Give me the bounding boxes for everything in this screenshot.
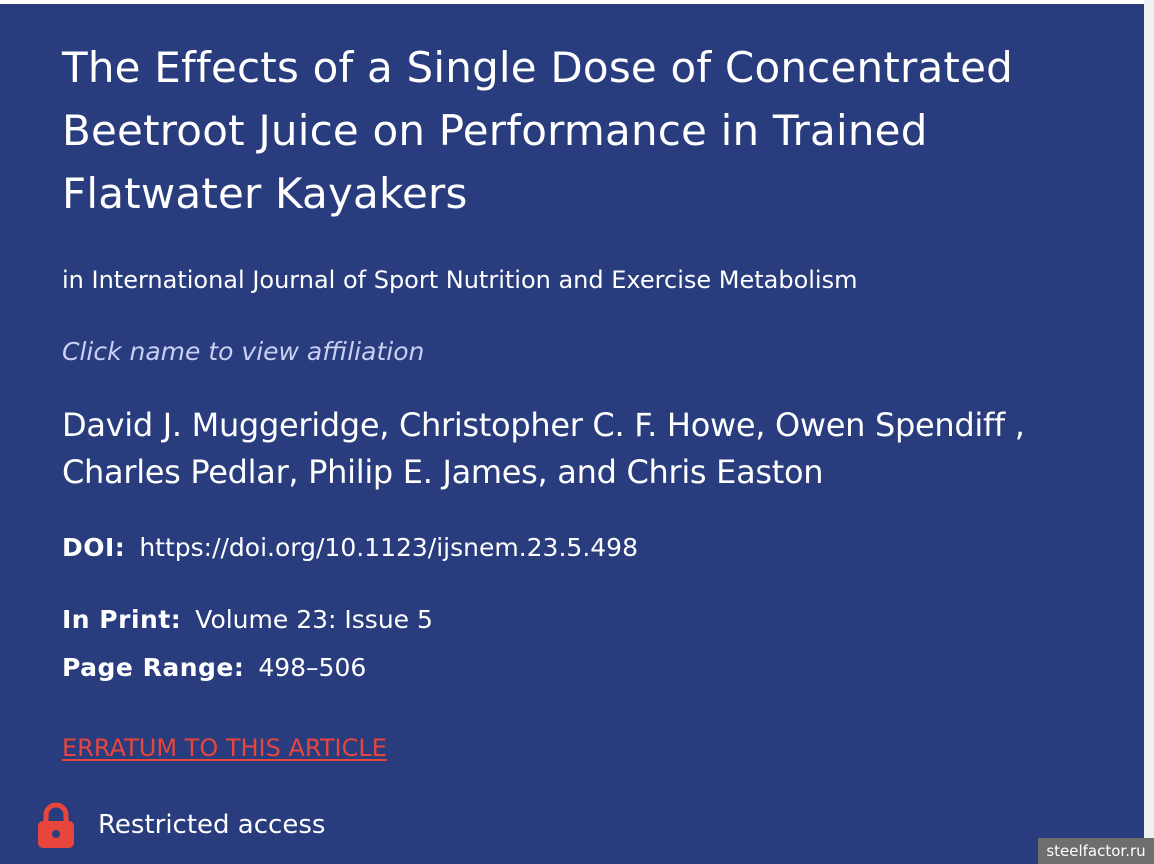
- affiliation-hint: Click name to view affiliation: [62, 337, 425, 366]
- doi-row: DOI: https://doi.org/10.1123/ijsnem.23.5.…: [62, 530, 638, 566]
- erratum-link[interactable]: ERRATUM TO THIS ARTICLE: [62, 734, 387, 762]
- author-list[interactable]: David J. Muggeridge, Christopher C. F. H…: [62, 406, 1025, 491]
- in-print-label: In Print:: [62, 605, 182, 634]
- doi-label: DOI:: [62, 533, 126, 562]
- in-print-row: In Print: Volume 23: Issue 5: [62, 602, 433, 638]
- article-title: The Effects of a Single Dose of Concentr…: [62, 43, 1013, 218]
- watermark: steelfactor.ru: [1038, 838, 1154, 864]
- scrollbar-gutter[interactable]: [1144, 0, 1154, 864]
- access-status: Restricted access: [36, 800, 325, 850]
- article-header-panel: [0, 4, 1144, 864]
- page-range-value: 498–506: [258, 653, 367, 682]
- top-strip: [0, 0, 1154, 4]
- page-range-label: Page Range:: [62, 653, 245, 682]
- doi-link[interactable]: https://doi.org/10.1123/ijsnem.23.5.498: [139, 533, 638, 562]
- in-print-value: Volume 23: Issue 5: [195, 605, 433, 634]
- access-label: Restricted access: [98, 810, 326, 840]
- lock-icon: [38, 802, 74, 848]
- page-range-row: Page Range: 498–506: [62, 650, 366, 686]
- journal-name: in International Journal of Sport Nutrit…: [62, 266, 858, 294]
